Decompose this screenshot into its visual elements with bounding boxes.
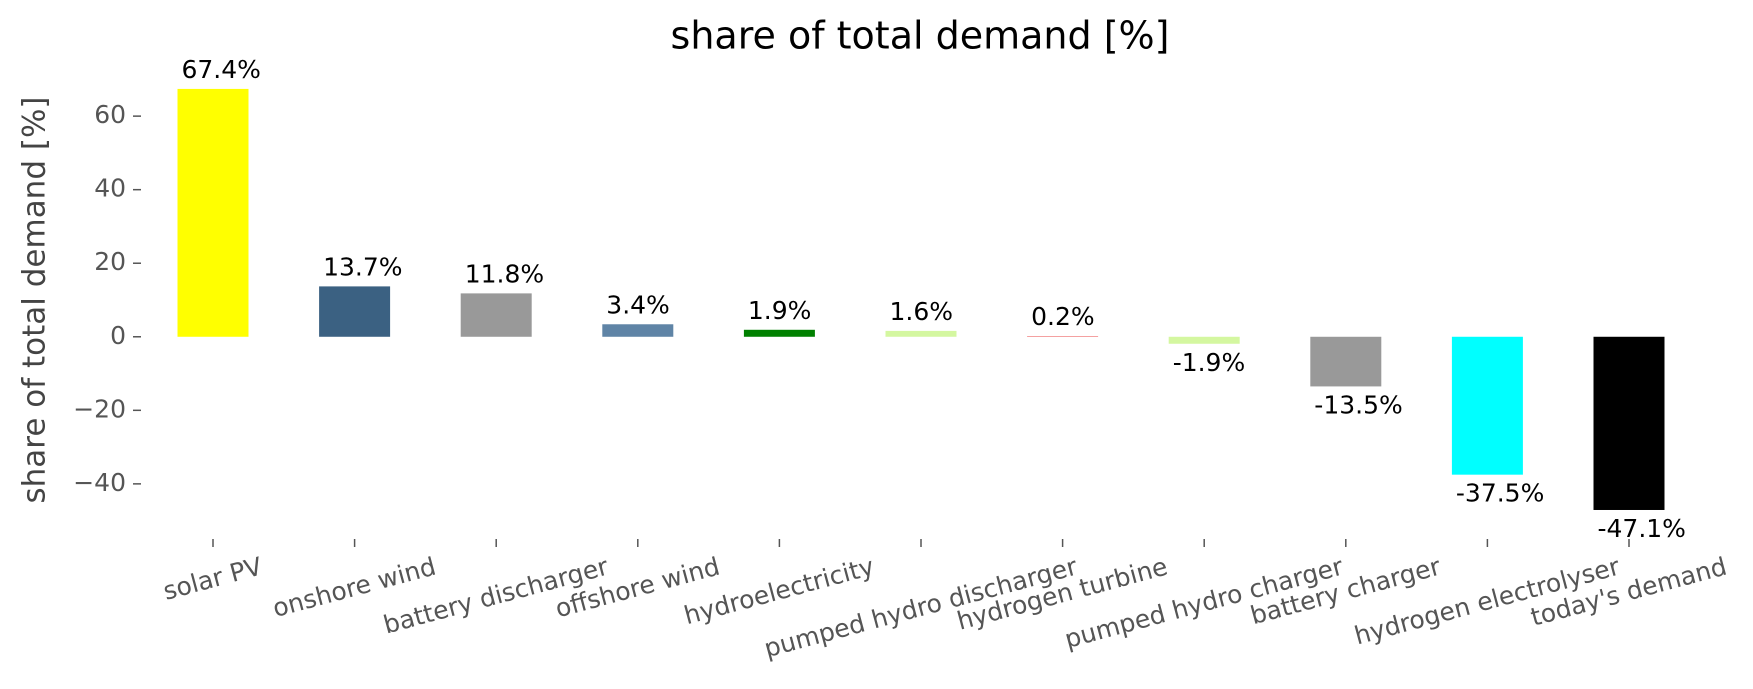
bar xyxy=(319,286,391,337)
value-label: 67.4% xyxy=(182,55,261,84)
y-tick-label: 40 xyxy=(94,174,126,203)
value-label: 13.7% xyxy=(323,252,402,281)
value-label: 11.8% xyxy=(465,259,544,288)
bar xyxy=(1451,336,1523,475)
value-label: 1.6% xyxy=(890,297,954,326)
value-label: -47.1% xyxy=(1598,514,1686,543)
y-axis-label: share of total demand [%] xyxy=(17,96,53,503)
bar xyxy=(1168,336,1240,344)
chart-title: share of total demand [%] xyxy=(671,14,1170,58)
bar xyxy=(1310,336,1382,387)
bar xyxy=(1593,336,1665,510)
value-label: 0.2% xyxy=(1031,302,1095,331)
value-label: 3.4% xyxy=(606,290,670,319)
y-tick-label: −40 xyxy=(73,468,126,497)
bar xyxy=(177,88,249,337)
value-label: -13.5% xyxy=(1314,390,1402,419)
bar xyxy=(1027,336,1099,337)
value-label: 1.9% xyxy=(748,296,812,325)
bar xyxy=(460,293,532,337)
value-label: -37.5% xyxy=(1456,479,1544,508)
y-tick-label: 20 xyxy=(94,247,126,276)
bar xyxy=(743,329,815,337)
bar xyxy=(602,324,674,337)
value-label: -1.9% xyxy=(1173,348,1246,377)
y-tick-label: 0 xyxy=(110,321,126,350)
y-tick-label: 60 xyxy=(94,100,126,129)
x-tick-label: solar PV xyxy=(160,552,265,606)
bar xyxy=(885,330,957,337)
y-tick-label: −20 xyxy=(73,394,126,423)
